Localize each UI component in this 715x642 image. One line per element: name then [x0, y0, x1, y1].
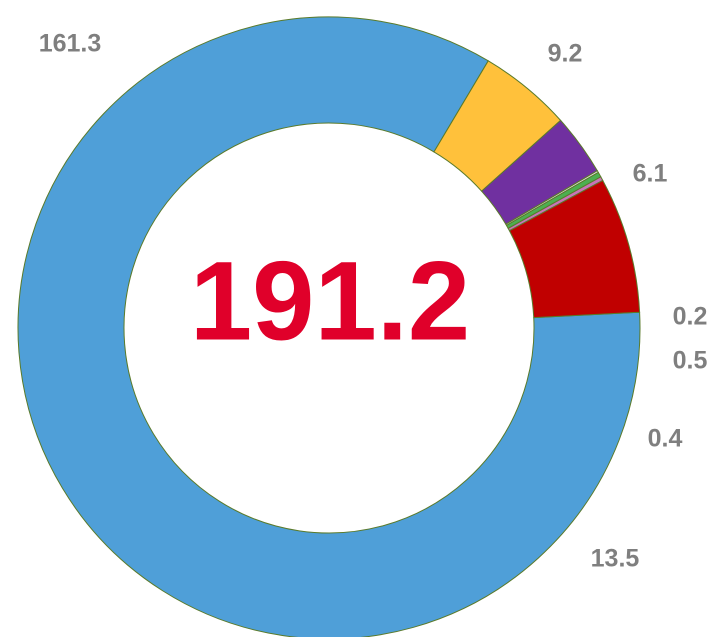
data-label: 13.5 [591, 545, 640, 573]
data-label: 161.3 [39, 30, 102, 58]
data-label: 0.4 [648, 425, 683, 453]
donut [17, 16, 641, 640]
slice [508, 179, 641, 319]
data-label: 0.5 [673, 347, 708, 375]
data-label: 0.2 [673, 303, 708, 331]
data-label: 9.2 [548, 40, 583, 68]
data-label: 6.1 [633, 160, 668, 188]
center-label: 191.2 [190, 239, 470, 364]
